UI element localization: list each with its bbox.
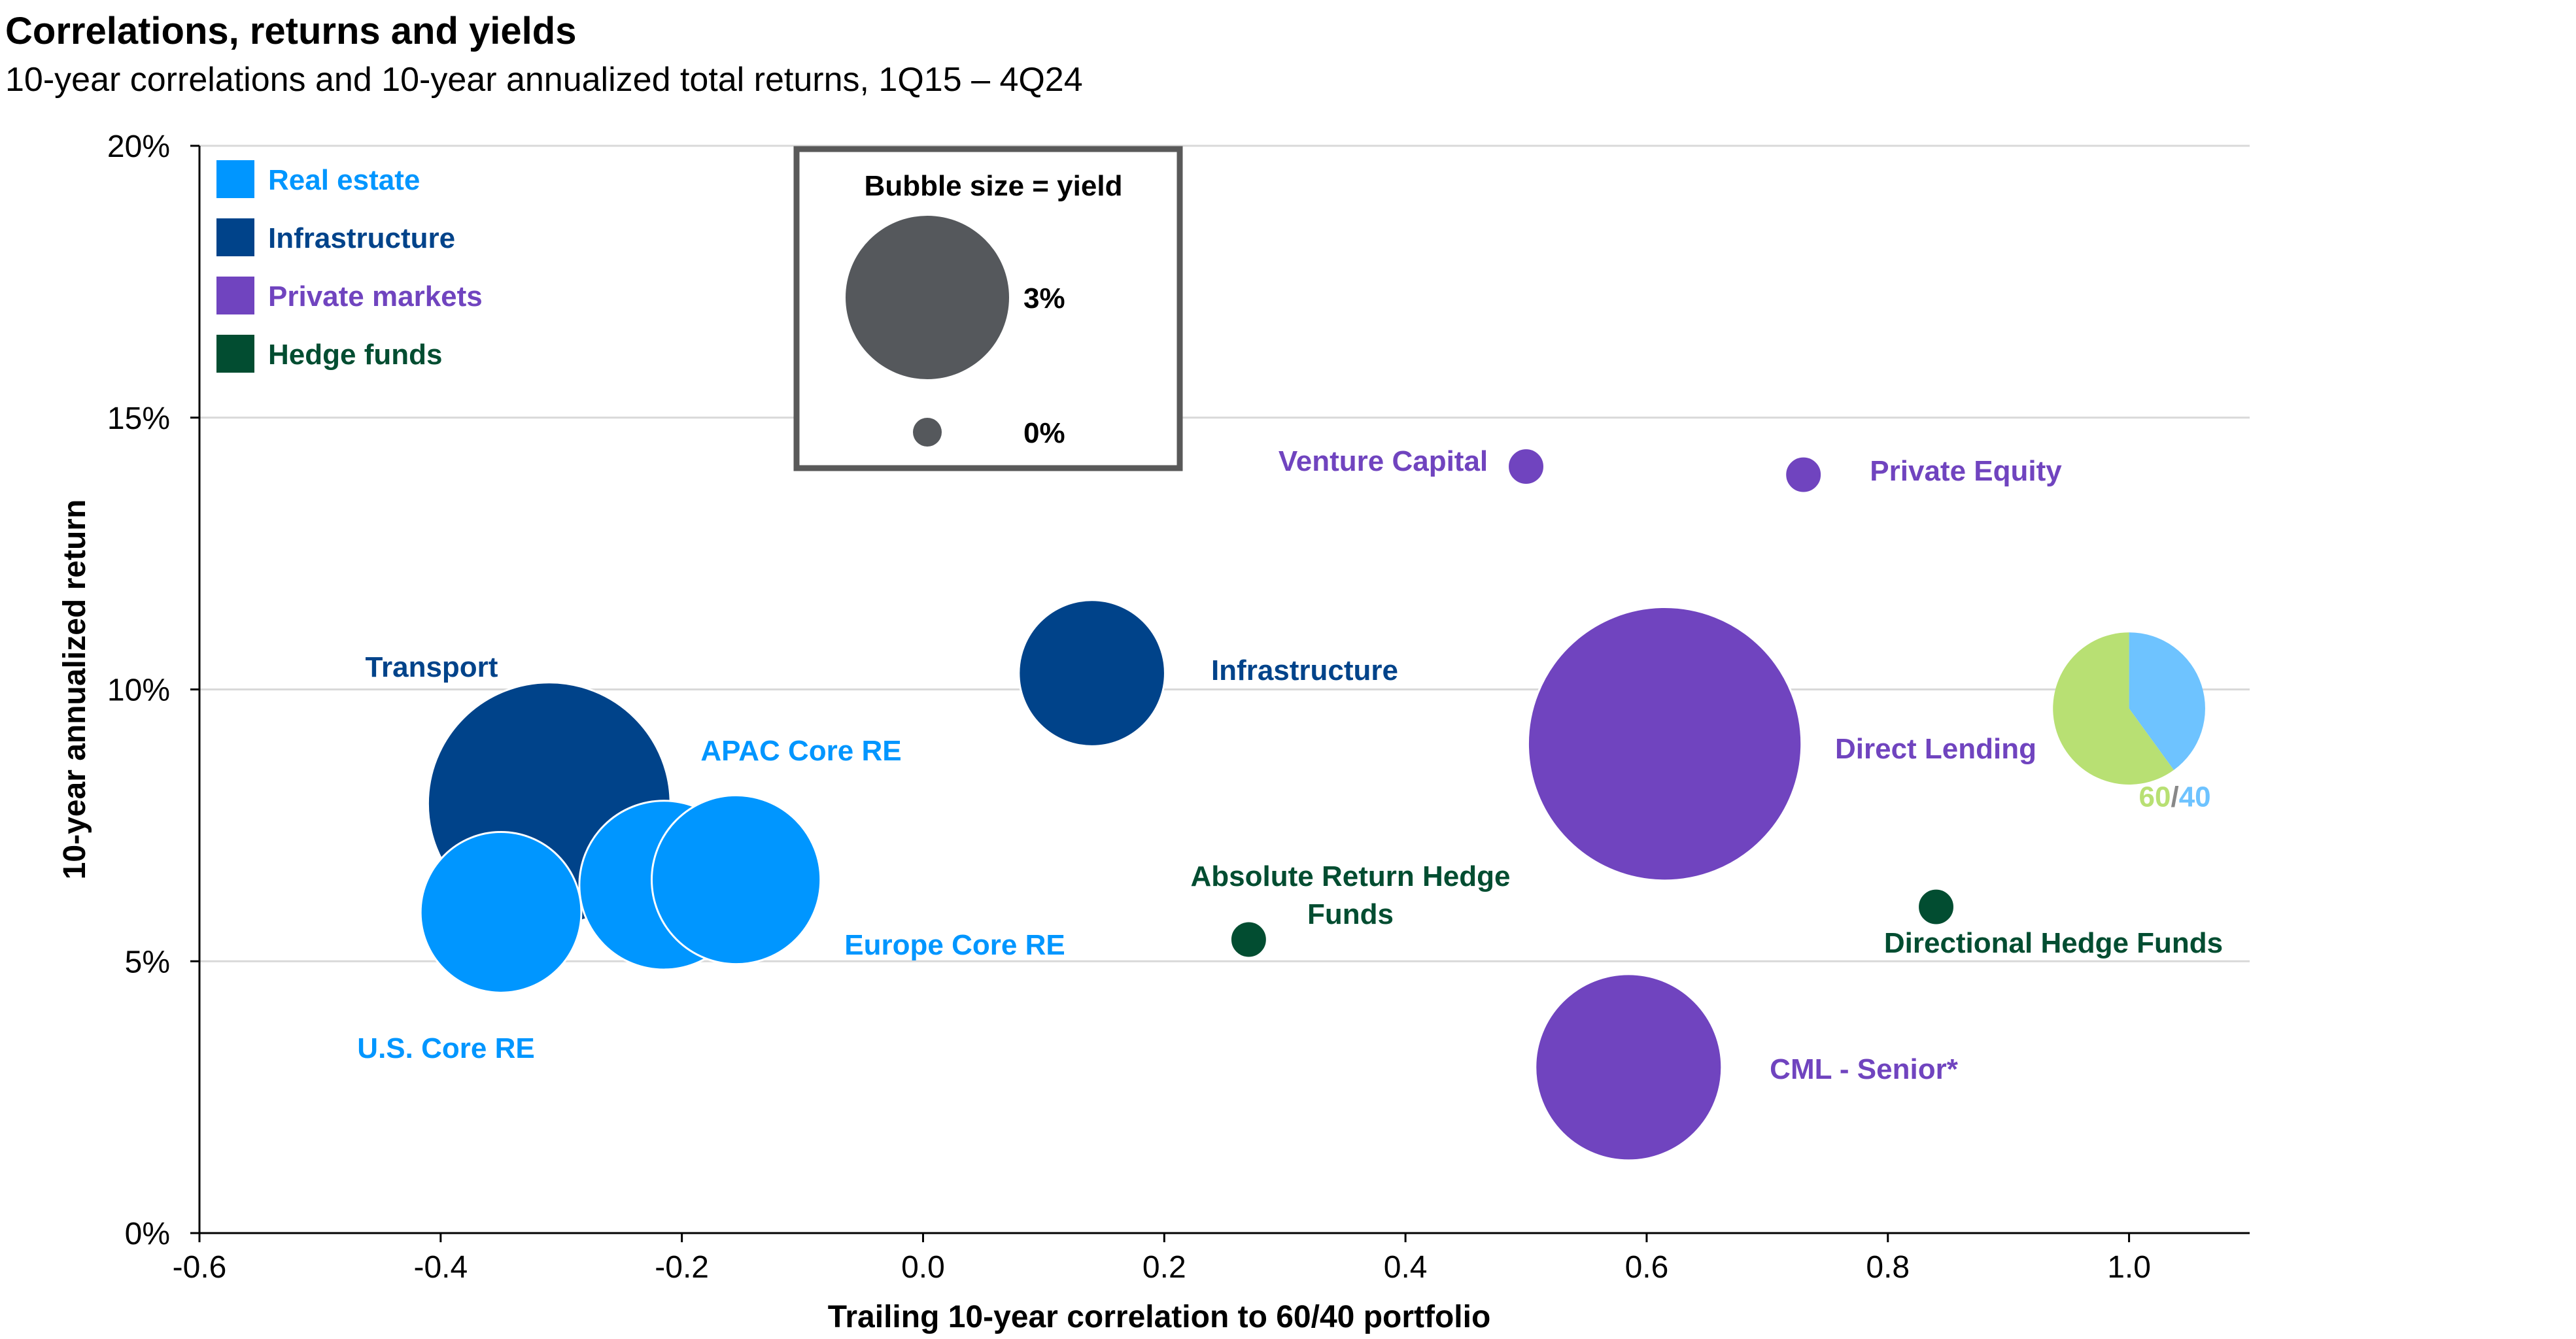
y-tick-label: 0% bbox=[125, 1217, 170, 1251]
y-tick-label: 15% bbox=[107, 401, 170, 436]
legend-label: Private markets bbox=[268, 280, 483, 313]
legend-label: Hedge funds bbox=[268, 339, 442, 371]
bubbles bbox=[419, 447, 2205, 1162]
bubble bbox=[1526, 605, 1803, 882]
chart-subtitle: 10-year correlations and 10-year annuali… bbox=[5, 61, 1083, 99]
y-tick-label: 10% bbox=[107, 673, 170, 708]
x-tick-label: 0.2 bbox=[1142, 1250, 1186, 1285]
axes: 0% 5% 10% 15% 20% -0.6 -0.4 -0.2 0.0 0.2 0.4 0.6 0.8… bbox=[58, 129, 2250, 1334]
legend: Real estate Infrastructure Private markets… bbox=[216, 160, 483, 373]
bubble-label: APAC Core RE bbox=[700, 735, 901, 767]
legend-swatch bbox=[216, 218, 254, 256]
pie-slice-60 bbox=[2053, 632, 2174, 785]
y-axis-title: 10-year annualized return bbox=[58, 500, 92, 880]
legend-swatch bbox=[216, 335, 254, 373]
bubble-label: Europe Core RE bbox=[844, 929, 1065, 961]
bubble bbox=[1229, 920, 1268, 959]
bubble bbox=[419, 831, 583, 994]
bubble bbox=[1917, 887, 1955, 926]
y-tick-label: 5% bbox=[125, 945, 170, 979]
bubble-label: Absolute Return Hedge bbox=[1191, 860, 1511, 892]
x-tick-label: 0.4 bbox=[1384, 1250, 1428, 1285]
bubble bbox=[1507, 447, 1545, 486]
x-tick-label: -0.4 bbox=[413, 1250, 468, 1285]
bubble bbox=[651, 794, 822, 966]
bubble-label: Directional Hedge Funds bbox=[1884, 927, 2223, 959]
x-tick-label: 0.8 bbox=[1866, 1250, 1910, 1285]
bubble bbox=[1018, 599, 1166, 747]
bubble-label: Funds bbox=[1307, 898, 1394, 930]
x-tick-label: -0.6 bbox=[173, 1250, 227, 1285]
bubble-label: Venture Capital bbox=[1279, 445, 1488, 477]
legend-swatch bbox=[216, 160, 254, 198]
pie-slice-40 bbox=[2129, 632, 2205, 770]
label-60-40-part: / bbox=[2171, 781, 2178, 813]
size-legend-bubble bbox=[846, 216, 1009, 379]
bubble-label: Private Equity bbox=[1870, 455, 2062, 487]
bubble-label: U.S. Core RE bbox=[357, 1032, 534, 1064]
x-tick-label: 0.0 bbox=[901, 1250, 945, 1285]
label-60-40-part: 60 bbox=[2139, 781, 2171, 813]
y-tick-label: 20% bbox=[107, 129, 170, 164]
size-legend: Bubble size = yield 3% 0% bbox=[793, 146, 1183, 471]
bubble bbox=[1534, 973, 1723, 1162]
x-axis-title: Trailing 10-year correlation to 60/40 po… bbox=[828, 1300, 1491, 1334]
bubble-labels: 60/40 Transport U.S. Core RE APAC Core RE Eu… bbox=[357, 445, 2223, 1085]
label-60-40-part: 40 bbox=[2179, 781, 2211, 813]
bubble bbox=[1784, 455, 1823, 494]
x-tick-label: 1.0 bbox=[2107, 1250, 2151, 1285]
x-tick-label: 0.6 bbox=[1625, 1250, 1669, 1285]
size-legend-label: 3% bbox=[1023, 282, 1065, 314]
size-legend-bubble bbox=[913, 418, 942, 447]
bubble-label: Direct Lending bbox=[1835, 733, 2036, 765]
chart-title: Correlations, returns and yields bbox=[5, 10, 577, 52]
bubble-label: Infrastructure bbox=[1211, 654, 1398, 686]
legend-label: Infrastructure bbox=[268, 222, 455, 254]
bubble-label: Transport bbox=[366, 651, 498, 683]
size-legend-title: Bubble size = yield bbox=[865, 170, 1123, 202]
x-tick-label: -0.2 bbox=[655, 1250, 709, 1285]
legend-label: Real estate bbox=[268, 164, 420, 196]
bubble-label: CML - Senior* bbox=[1770, 1053, 1959, 1085]
label-60-40: 60/40 bbox=[2139, 781, 2211, 813]
size-legend-label: 0% bbox=[1023, 417, 1065, 449]
legend-swatch bbox=[216, 277, 254, 314]
